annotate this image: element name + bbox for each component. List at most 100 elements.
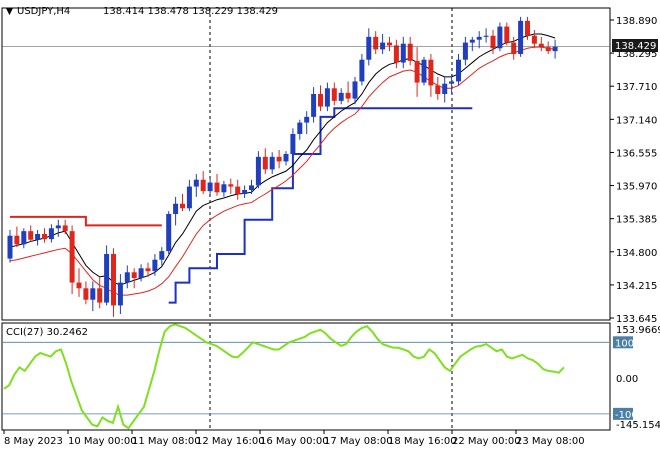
candle-bear[interactable] (214, 182, 220, 193)
candle-bear[interactable] (97, 288, 103, 303)
candle-bull[interactable] (35, 234, 41, 240)
candle-bull[interactable] (469, 39, 475, 43)
ohlc-readout: 138.414 138.478 138.229 138.429 (103, 6, 278, 17)
candle-bear[interactable] (525, 20, 530, 36)
candle-bull[interactable] (207, 182, 213, 192)
cci-pane-frame (1, 322, 611, 431)
candle-bear[interactable] (28, 231, 34, 240)
candle-bull[interactable] (90, 288, 96, 300)
candle-bull[interactable] (221, 184, 227, 193)
candle-bear[interactable] (180, 203, 185, 209)
candle-bull[interactable] (290, 134, 296, 154)
price-tick-label: 136.555 (616, 148, 657, 159)
price-tick-label: 133.645 (616, 314, 657, 325)
candle-bull[interactable] (380, 42, 386, 50)
price-pane[interactable] (2, 16, 610, 317)
candle-bear[interactable] (200, 179, 206, 192)
candle-bull[interactable] (338, 92, 344, 101)
cci-tick-label: 0.00 (616, 374, 638, 385)
candle-bear[interactable] (538, 43, 544, 48)
symbol-label: USDJPY,H4 (17, 6, 70, 17)
candle-bull[interactable] (297, 122, 303, 134)
candle-bear[interactable] (435, 85, 441, 94)
candle-bull[interactable] (242, 190, 248, 194)
candle-bear[interactable] (69, 231, 75, 283)
candle-bull[interactable] (359, 59, 365, 82)
candle-bull[interactable] (48, 228, 54, 240)
candle-bull[interactable] (518, 20, 524, 54)
price-pane-frame (1, 7, 611, 321)
candle-bull[interactable] (366, 36, 372, 60)
candle-bull[interactable] (304, 116, 310, 123)
candle-bull[interactable] (449, 81, 455, 84)
candle-bull[interactable] (138, 268, 144, 278)
candle-bull[interactable] (497, 26, 503, 49)
cci-tick-label: -100 (615, 410, 638, 421)
candle-bear[interactable] (393, 45, 399, 63)
candle-bear[interactable] (511, 42, 517, 54)
candle-bull[interactable] (462, 42, 468, 60)
candle-bear[interactable] (407, 43, 413, 61)
candle-bear[interactable] (131, 272, 137, 278)
candle-bear[interactable] (111, 254, 116, 306)
candle-bull[interactable] (352, 81, 358, 99)
candle-bull[interactable] (324, 88, 330, 107)
candle-bull[interactable] (442, 83, 448, 94)
candle-bear[interactable] (428, 59, 434, 86)
candle-bear[interactable] (331, 88, 337, 101)
candle-bull[interactable] (186, 186, 192, 209)
candle-bear[interactable] (545, 47, 551, 52)
candle-bear[interactable] (504, 26, 510, 43)
cci-pane[interactable] (2, 323, 610, 430)
candle-bull[interactable] (400, 43, 406, 63)
candle-bear[interactable] (42, 234, 47, 240)
candle-bull[interactable] (476, 36, 482, 40)
candle-bear[interactable] (262, 156, 268, 170)
candle-bull[interactable] (193, 179, 199, 187)
candle-bear[interactable] (14, 235, 20, 245)
cci-axis: 153.9669 100 0.00 -100-145.1541 (613, 325, 660, 431)
candle-bear[interactable] (76, 282, 82, 289)
candle-bear[interactable] (145, 268, 151, 272)
candle-bull[interactable] (249, 185, 254, 190)
time-tick-label: 22 May 00:00 (452, 436, 521, 447)
candle-bull[interactable] (159, 251, 165, 260)
symbol-dropdown-icon[interactable]: ▼ (6, 7, 13, 17)
time-tick-label: 18 May 16:00 (388, 436, 457, 447)
candle-bear[interactable] (387, 42, 392, 46)
candle-bull[interactable] (456, 59, 461, 82)
price-axis: 138.890 138.295 137.710 137.140 136.555 135.9… (610, 16, 657, 325)
candle-bull[interactable] (421, 59, 427, 83)
candle-bear[interactable] (62, 225, 68, 232)
candle-bear[interactable] (235, 186, 241, 194)
candle-bull[interactable] (483, 35, 489, 37)
candle-bull[interactable] (104, 254, 110, 303)
candle-bull[interactable] (283, 154, 289, 162)
candle-bear[interactable] (373, 36, 379, 50)
candle-bull[interactable] (311, 94, 317, 117)
candle-bear[interactable] (83, 288, 89, 300)
candle-bull[interactable] (117, 282, 123, 306)
candle-bull[interactable] (152, 259, 158, 272)
candle-bull[interactable] (269, 156, 275, 170)
price-tick-label: 134.800 (616, 248, 657, 259)
candle-bull[interactable] (552, 46, 558, 52)
candle-bear[interactable] (414, 60, 420, 83)
time-tick-label: 11 May 08:00 (132, 436, 201, 447)
candle-bear[interactable] (228, 184, 234, 187)
candle-bear[interactable] (531, 35, 537, 44)
candle-bull[interactable] (173, 203, 179, 214)
cci-tick-label: 100 (615, 338, 634, 349)
candle-bull[interactable] (55, 225, 61, 229)
candle-bear[interactable] (490, 35, 496, 49)
candle-bull[interactable] (124, 272, 130, 283)
candle-bear[interactable] (276, 156, 282, 162)
time-tick-label: 10 May 00:00 (68, 436, 137, 447)
candle-bull[interactable] (21, 231, 27, 245)
candle-bull[interactable] (7, 235, 13, 259)
candle-bull[interactable] (166, 214, 172, 252)
candle-bear[interactable] (345, 92, 351, 99)
candle-bear[interactable] (318, 94, 323, 107)
price-tick-label: 137.140 (616, 115, 657, 126)
candle-bull[interactable] (255, 156, 261, 186)
